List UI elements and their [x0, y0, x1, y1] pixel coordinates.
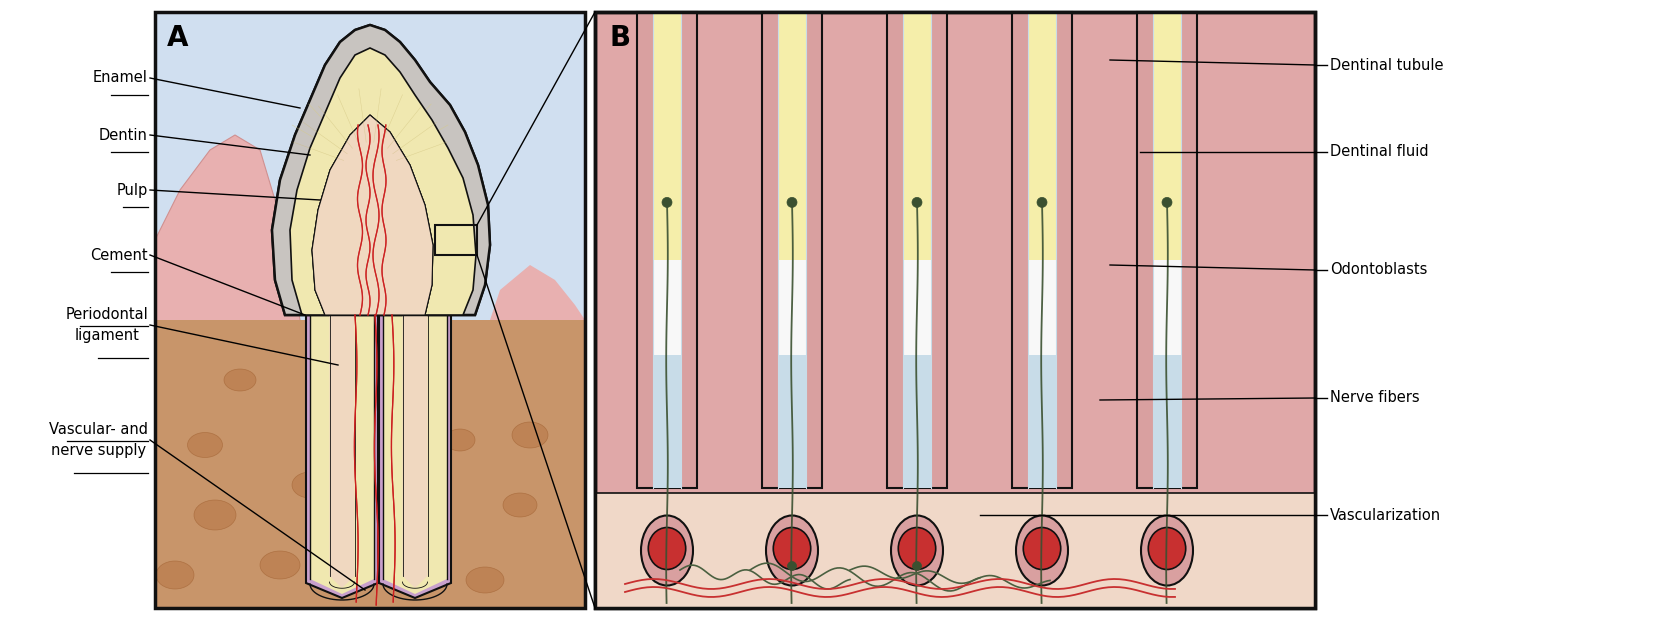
- Text: A: A: [167, 24, 189, 52]
- Ellipse shape: [260, 551, 299, 579]
- Text: Cement: Cement: [91, 247, 147, 262]
- Polygon shape: [402, 315, 427, 588]
- Polygon shape: [306, 315, 379, 598]
- Text: Nerve fibers: Nerve fibers: [1330, 391, 1419, 405]
- Text: Dentinal fluid: Dentinal fluid: [1330, 144, 1429, 159]
- Ellipse shape: [787, 197, 797, 208]
- Polygon shape: [313, 115, 433, 315]
- Bar: [155, 12, 586, 608]
- Ellipse shape: [774, 528, 810, 570]
- Ellipse shape: [417, 455, 443, 475]
- Bar: [1029, 260, 1055, 355]
- Ellipse shape: [911, 197, 921, 208]
- Bar: [777, 260, 805, 355]
- Text: Odontoblasts: Odontoblasts: [1330, 262, 1427, 278]
- Ellipse shape: [513, 422, 547, 448]
- Ellipse shape: [1024, 528, 1060, 570]
- Bar: [595, 12, 1315, 608]
- Bar: [653, 355, 681, 488]
- Ellipse shape: [892, 515, 943, 585]
- Bar: [1153, 355, 1181, 488]
- Ellipse shape: [187, 433, 223, 458]
- Bar: [903, 260, 931, 355]
- Polygon shape: [271, 25, 490, 315]
- Bar: [595, 12, 1315, 608]
- Ellipse shape: [1016, 515, 1068, 585]
- Text: Dentinal tubule: Dentinal tubule: [1330, 58, 1444, 73]
- Text: Vascularization: Vascularization: [1330, 508, 1441, 523]
- Polygon shape: [289, 48, 476, 315]
- Polygon shape: [313, 115, 433, 315]
- Ellipse shape: [1163, 197, 1173, 208]
- Bar: [435, 225, 476, 255]
- Ellipse shape: [384, 564, 417, 586]
- Text: Vascular- and
nerve supply: Vascular- and nerve supply: [50, 422, 147, 458]
- Bar: [903, 355, 931, 488]
- Ellipse shape: [1148, 528, 1186, 570]
- Ellipse shape: [648, 528, 686, 570]
- Polygon shape: [271, 25, 490, 315]
- Text: B: B: [609, 24, 630, 52]
- Ellipse shape: [766, 515, 819, 585]
- Bar: [887, 12, 948, 488]
- Bar: [1012, 12, 1072, 488]
- Ellipse shape: [293, 472, 327, 498]
- Ellipse shape: [1037, 197, 1047, 208]
- Bar: [1153, 260, 1181, 355]
- Bar: [903, 12, 931, 260]
- Bar: [777, 12, 805, 260]
- Polygon shape: [384, 315, 447, 594]
- Bar: [1029, 355, 1055, 488]
- Ellipse shape: [1141, 515, 1193, 585]
- Bar: [1029, 12, 1055, 260]
- Bar: [155, 12, 586, 608]
- Polygon shape: [309, 315, 374, 594]
- Ellipse shape: [787, 562, 797, 570]
- Ellipse shape: [223, 369, 256, 391]
- Polygon shape: [289, 48, 476, 315]
- Ellipse shape: [194, 500, 237, 530]
- Polygon shape: [155, 135, 299, 320]
- Bar: [653, 260, 681, 355]
- Ellipse shape: [503, 493, 538, 517]
- Text: Pulp: Pulp: [117, 182, 147, 198]
- Ellipse shape: [662, 197, 672, 208]
- Text: Periodontal
ligament: Periodontal ligament: [65, 307, 147, 343]
- Ellipse shape: [445, 429, 475, 451]
- Ellipse shape: [155, 561, 194, 589]
- Bar: [595, 493, 1315, 608]
- Ellipse shape: [642, 515, 693, 585]
- Polygon shape: [490, 265, 586, 320]
- Bar: [1153, 12, 1181, 260]
- Polygon shape: [313, 115, 433, 315]
- Ellipse shape: [898, 528, 936, 570]
- Text: Enamel: Enamel: [93, 71, 147, 86]
- Ellipse shape: [913, 562, 921, 570]
- Bar: [777, 355, 805, 488]
- Bar: [762, 12, 822, 488]
- Text: Dentin: Dentin: [99, 128, 147, 143]
- Polygon shape: [329, 315, 354, 588]
- Bar: [1136, 12, 1197, 488]
- Bar: [155, 320, 586, 608]
- Ellipse shape: [466, 567, 504, 593]
- Bar: [653, 12, 681, 260]
- Bar: [637, 12, 696, 488]
- Polygon shape: [379, 315, 452, 598]
